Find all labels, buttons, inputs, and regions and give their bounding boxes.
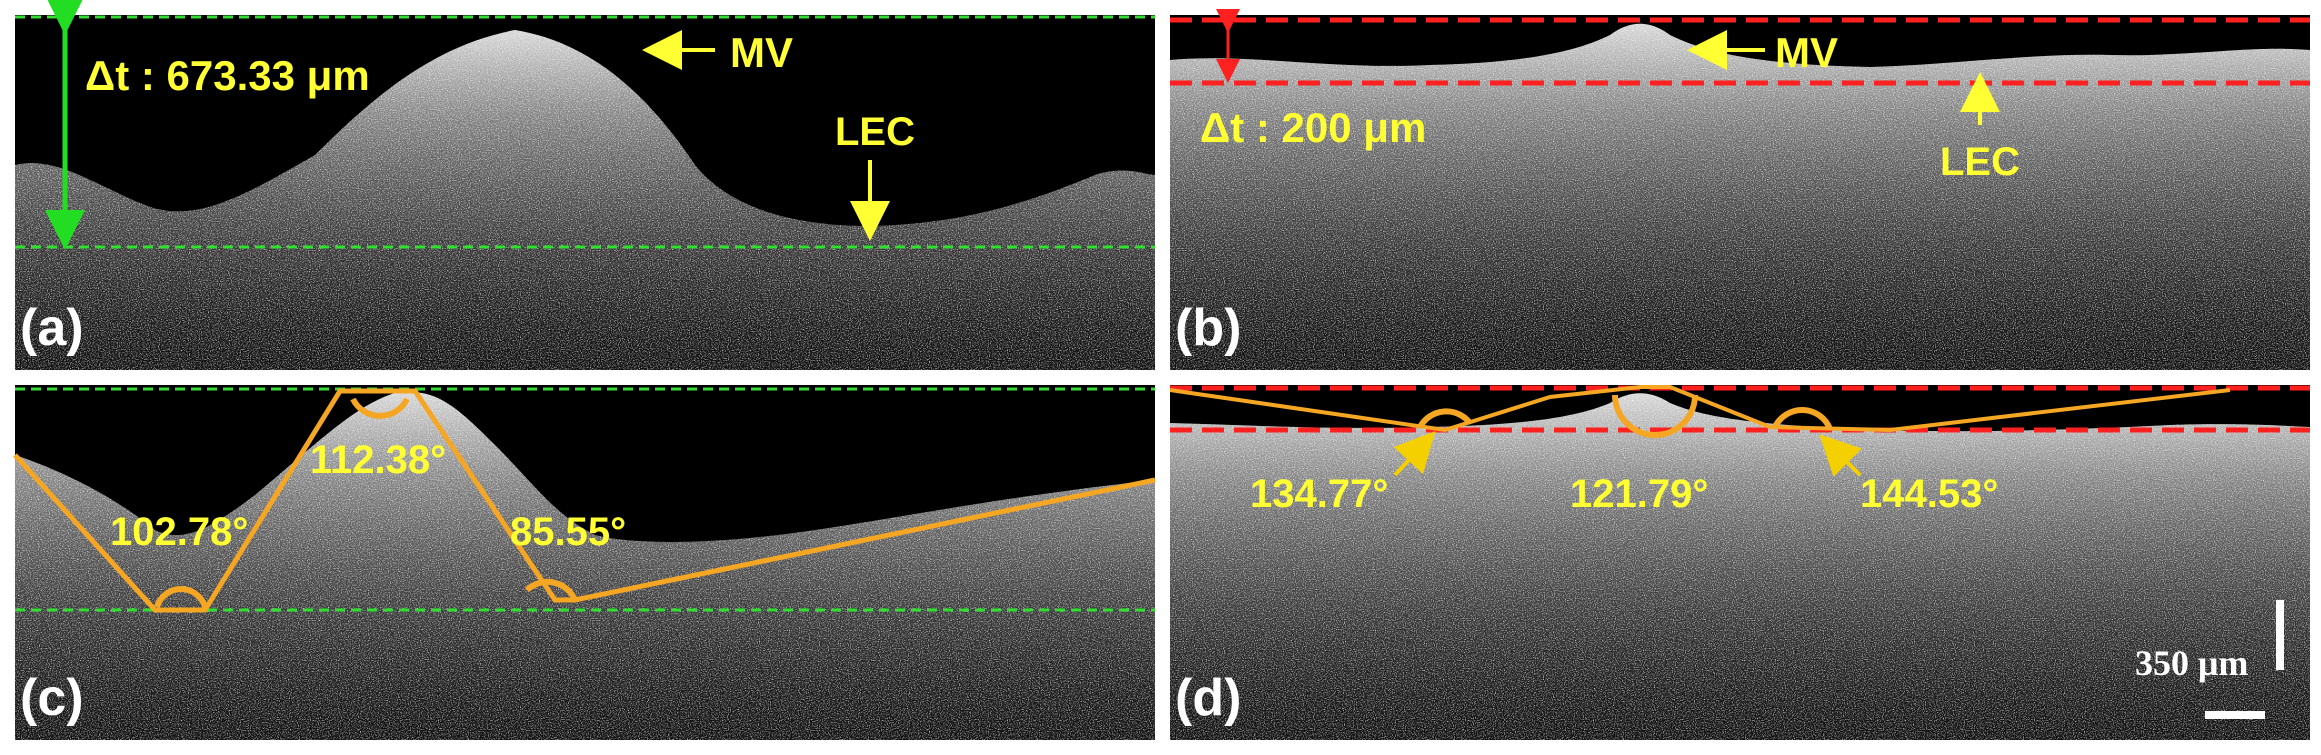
- panel-c-angle-2: 112.38°: [310, 438, 446, 482]
- panel-d-arrow-1: [1393, 431, 1436, 477]
- panel-d-speckle: [1170, 393, 2310, 740]
- panel-a-lec-label: LEC: [835, 110, 915, 154]
- panel-a-speckle: [15, 30, 1155, 370]
- panel-d-arrow-3: [1819, 434, 1862, 477]
- panel-d-arc-2: [1612, 394, 1698, 438]
- panel-b: Δt : 200 μm MV LEC (b): [1170, 9, 2310, 370]
- panel-b-speckle: [1170, 23, 2310, 370]
- panel-d-angle-lines: [1169, 385, 2231, 433]
- panel-c-angle-1: 102.78°: [110, 510, 248, 554]
- panel-c-arc-1: [154, 586, 208, 609]
- panel-a: Δt : 673.33 μm MV LEC (a): [15, 0, 1155, 370]
- panel-a-label: (a): [20, 299, 84, 357]
- panel-d-angle-3: 144.53°: [1860, 472, 1998, 516]
- panel-c-angle-3: 85.55°: [510, 510, 626, 554]
- panel-d-arc-3: [1772, 406, 1833, 431]
- panel-d-scale-label: 350 μm: [2135, 643, 2248, 683]
- panel-d: 134.77° 121.79° 144.53° 350 μm (d): [1169, 385, 2310, 740]
- panel-d-angle-1: 134.77°: [1250, 472, 1388, 516]
- panel-c-speckle: [15, 391, 1155, 740]
- panel-c: 102.78° 112.38° 85.55° (c): [13, 385, 1156, 740]
- panel-a-thickness-label: Δt : 673.33 μm: [85, 52, 370, 99]
- panel-c-arc-3: [524, 578, 578, 602]
- panel-d-angle-2: 121.79°: [1570, 472, 1708, 516]
- panel-b-thickness-label: Δt : 200 μm: [1200, 104, 1426, 151]
- panel-b-label: (b): [1175, 299, 1241, 357]
- panel-c-label: (c): [20, 669, 84, 727]
- panel-b-lec-label: LEC: [1940, 140, 2020, 184]
- panel-a-mv-label: MV: [730, 29, 793, 76]
- panel-d-label: (d): [1175, 669, 1241, 727]
- panel-b-mv-label: MV: [1775, 29, 1838, 76]
- panel-c-angle-lines: [13, 388, 1156, 613]
- panel-d-arc-1: [1417, 408, 1473, 429]
- panel-c-arc-2: [350, 397, 410, 419]
